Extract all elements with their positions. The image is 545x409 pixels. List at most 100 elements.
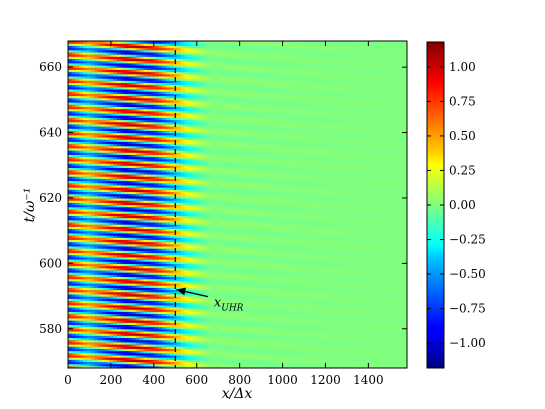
- heatmap-cell: [105, 136, 111, 140]
- heatmap-cell: [83, 361, 88, 365]
- heatmap-cell: [75, 84, 80, 88]
- heatmap-cell: [135, 265, 141, 269]
- heatmap-cell: [113, 132, 118, 136]
- heatmap-cell: [132, 43, 137, 46]
- heatmap-cell: [86, 306, 92, 310]
- heatmap-cell: [128, 115, 133, 118]
- heatmap-cell: [68, 69, 73, 73]
- heatmap-cell: [132, 71, 137, 75]
- heatmap-cell: [101, 202, 107, 206]
- heatmap-cell: [113, 254, 118, 258]
- heatmap-cell: [105, 259, 111, 262]
- heatmap-cell: [105, 243, 111, 247]
- heatmap-cell: [120, 211, 126, 214]
- heatmap-cell: [132, 296, 137, 299]
- heatmap-cell: [135, 232, 141, 236]
- heatmap-cell: [86, 226, 92, 230]
- heatmap-cell: [101, 348, 107, 352]
- heatmap-cell: [86, 237, 92, 240]
- heatmap-cell: [68, 62, 73, 66]
- heatmap-cell: [98, 69, 103, 73]
- heatmap-cell: [113, 335, 118, 339]
- heatmap-cell: [94, 56, 99, 60]
- heatmap-cell: [124, 141, 129, 145]
- heatmap-cell: [109, 197, 114, 201]
- heatmap-cell: [101, 180, 107, 184]
- heatmap-cell: [86, 84, 92, 88]
- heatmap-cell: [71, 123, 77, 127]
- heatmap-cell: [98, 60, 103, 64]
- heatmap-cell: [68, 269, 73, 273]
- heatmap-cell: [135, 215, 141, 219]
- heatmap-cell: [135, 184, 141, 188]
- heatmap-cell: [105, 215, 111, 219]
- heatmap-cell: [98, 213, 103, 216]
- heatmap-cell: [105, 95, 111, 99]
- heatmap-cell: [120, 226, 126, 230]
- heatmap-cell: [86, 62, 92, 66]
- heatmap-cell: [101, 84, 107, 88]
- heatmap-cell: [109, 97, 114, 101]
- heatmap-cell: [86, 315, 92, 319]
- heatmap-cell: [132, 280, 137, 284]
- heatmap-cell: [105, 200, 111, 203]
- heatmap-cell: [113, 143, 118, 147]
- heatmap-cell: [105, 269, 111, 273]
- heatmap-cell: [98, 84, 103, 88]
- heatmap-cell: [116, 150, 122, 153]
- heatmap-cell: [68, 219, 73, 223]
- heatmap-cell: [83, 82, 88, 86]
- heatmap-cell: [113, 154, 118, 158]
- heatmap-cell: [94, 141, 99, 145]
- heatmap-cell: [135, 88, 141, 92]
- heatmap-cell: [98, 108, 103, 112]
- heatmap-cell: [116, 75, 122, 79]
- heatmap-cell: [135, 320, 141, 323]
- heatmap-cell: [101, 320, 107, 323]
- heatmap-cell: [135, 365, 141, 368]
- heatmap-cell: [90, 341, 95, 345]
- heatmap-cell: [94, 160, 99, 164]
- heatmap-cell: [98, 317, 103, 321]
- heatmap-cell: [68, 121, 73, 125]
- heatmap-cell: [139, 272, 144, 275]
- heatmap-cell: [135, 326, 141, 330]
- heatmap-cell: [105, 224, 111, 227]
- heatmap-cell: [139, 143, 144, 147]
- heatmap-cell: [75, 282, 80, 286]
- heatmap-cell: [86, 176, 92, 179]
- heatmap-cell: [120, 141, 126, 145]
- heatmap-cell: [124, 213, 129, 216]
- heatmap-cell: [132, 278, 137, 282]
- heatmap-cell: [116, 224, 122, 227]
- heatmap-cell: [135, 110, 141, 114]
- heatmap-cell: [116, 208, 122, 212]
- heatmap-cell: [124, 235, 129, 238]
- heatmap-cell: [109, 261, 114, 264]
- heatmap-cell: [71, 154, 77, 158]
- heatmap-cell: [116, 243, 122, 247]
- heatmap-cell: [71, 88, 77, 92]
- heatmap-cell: [86, 75, 92, 79]
- heatmap-cell: [75, 289, 80, 293]
- heatmap-cell: [98, 296, 103, 299]
- heatmap-cell: [71, 328, 77, 332]
- heatmap-cell: [116, 357, 122, 360]
- heatmap-cell: [101, 97, 107, 101]
- heatmap-cell: [98, 80, 103, 84]
- heatmap-cell: [124, 110, 129, 114]
- heatmap-cell: [113, 71, 118, 75]
- heatmap-cell: [109, 150, 114, 153]
- heatmap-cell: [128, 217, 133, 221]
- heatmap-cell: [94, 287, 99, 291]
- heatmap-cell: [79, 265, 84, 269]
- heatmap-cell: [90, 291, 95, 295]
- heatmap-cell: [109, 265, 114, 269]
- heatmap-cell: [86, 335, 92, 339]
- heatmap-cell: [71, 150, 77, 153]
- heatmap-cell: [71, 289, 77, 293]
- heatmap-cell: [113, 221, 118, 225]
- heatmap-cell: [101, 136, 107, 140]
- heatmap-cell: [101, 75, 107, 79]
- heatmap-cell: [94, 154, 99, 158]
